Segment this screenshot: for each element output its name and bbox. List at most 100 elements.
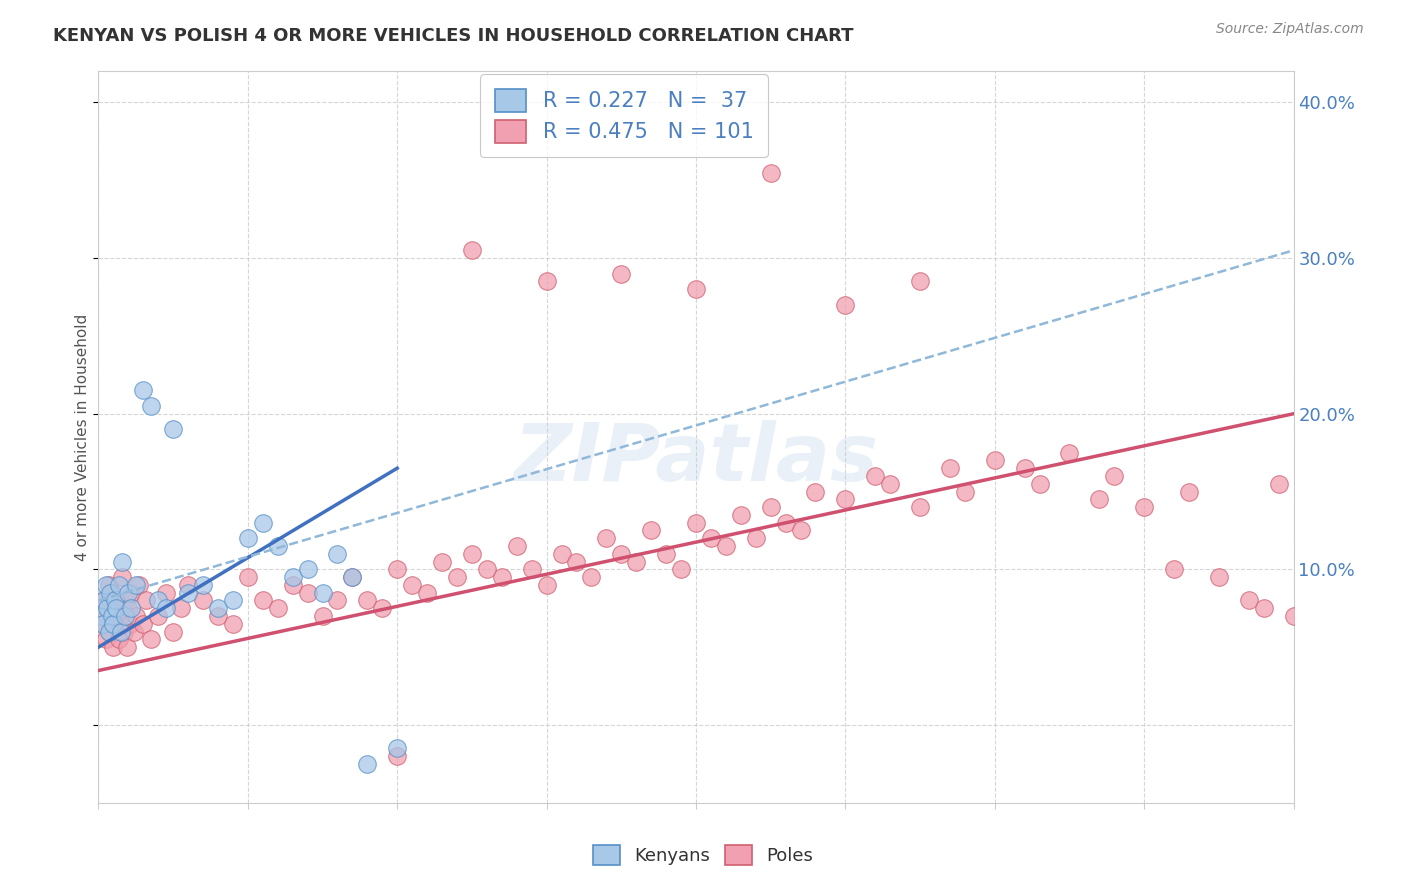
Point xyxy=(108,632,131,647)
Point xyxy=(1014,461,1036,475)
Point xyxy=(789,524,811,538)
Point xyxy=(281,578,304,592)
Point xyxy=(110,624,132,639)
Point xyxy=(108,578,131,592)
Point xyxy=(162,624,184,639)
Point xyxy=(139,399,162,413)
Point xyxy=(385,749,409,764)
Point xyxy=(132,384,155,398)
Point xyxy=(207,609,229,624)
Y-axis label: 4 or more Vehicles in Household: 4 or more Vehicles in Household xyxy=(75,313,90,561)
Point xyxy=(640,524,662,538)
Point xyxy=(115,640,138,655)
Point xyxy=(565,555,588,569)
Point xyxy=(1178,484,1201,499)
Point xyxy=(416,585,439,599)
Point xyxy=(139,632,162,647)
Point xyxy=(371,601,394,615)
Point xyxy=(430,555,453,569)
Point xyxy=(1088,492,1111,507)
Point xyxy=(745,531,768,545)
Point xyxy=(93,593,115,607)
Point xyxy=(101,609,124,624)
Point xyxy=(669,562,692,576)
Point xyxy=(804,484,827,499)
Point xyxy=(581,570,603,584)
Point xyxy=(125,609,148,624)
Point xyxy=(1133,500,1156,515)
Point xyxy=(775,516,797,530)
Point xyxy=(98,624,122,639)
Point xyxy=(104,593,127,607)
Point xyxy=(112,624,135,639)
Point xyxy=(311,585,333,599)
Point xyxy=(595,531,617,545)
Point xyxy=(1163,562,1185,576)
Point xyxy=(96,609,118,624)
Point xyxy=(700,531,723,545)
Point xyxy=(1282,609,1305,624)
Point xyxy=(125,578,148,592)
Point xyxy=(984,453,1007,467)
Point xyxy=(714,539,737,553)
Point xyxy=(311,609,333,624)
Point xyxy=(685,282,707,296)
Point xyxy=(114,609,136,624)
Legend: R = 0.227   N =  37, R = 0.475   N = 101: R = 0.227 N = 37, R = 0.475 N = 101 xyxy=(481,74,768,157)
Point xyxy=(104,601,127,615)
Point xyxy=(879,476,901,491)
Point xyxy=(834,298,856,312)
Point xyxy=(550,547,572,561)
Point xyxy=(446,570,468,584)
Point xyxy=(1237,593,1260,607)
Point xyxy=(155,585,177,599)
Point xyxy=(1104,469,1126,483)
Point xyxy=(953,484,976,499)
Point xyxy=(117,601,139,615)
Point xyxy=(107,593,129,607)
Point xyxy=(610,547,633,561)
Point xyxy=(91,616,114,631)
Point xyxy=(103,640,125,655)
Point xyxy=(655,547,678,561)
Point xyxy=(401,578,423,592)
Point xyxy=(93,593,115,607)
Point xyxy=(177,585,200,599)
Point xyxy=(96,601,118,615)
Point xyxy=(610,267,633,281)
Point xyxy=(148,609,170,624)
Point xyxy=(236,570,259,584)
Point xyxy=(98,585,122,599)
Point xyxy=(207,601,229,615)
Point xyxy=(1059,445,1081,459)
Point xyxy=(1028,476,1050,491)
Point xyxy=(111,555,134,569)
Point xyxy=(191,593,214,607)
Point xyxy=(90,609,112,624)
Point xyxy=(169,601,191,615)
Point xyxy=(267,539,290,553)
Point xyxy=(132,616,155,631)
Point xyxy=(759,500,782,515)
Point xyxy=(342,570,364,584)
Point xyxy=(520,562,543,576)
Point xyxy=(908,275,931,289)
Point xyxy=(91,616,114,631)
Point xyxy=(385,741,409,756)
Point xyxy=(939,461,962,475)
Point xyxy=(461,547,484,561)
Point xyxy=(191,578,214,592)
Legend: Kenyans, Poles: Kenyans, Poles xyxy=(583,836,823,874)
Point xyxy=(506,539,529,553)
Point xyxy=(97,578,120,592)
Point xyxy=(759,165,782,179)
Point xyxy=(177,578,200,592)
Point xyxy=(626,555,648,569)
Point xyxy=(148,593,170,607)
Point xyxy=(297,562,319,576)
Point xyxy=(730,508,752,522)
Point xyxy=(124,624,146,639)
Point xyxy=(356,593,378,607)
Point xyxy=(908,500,931,515)
Point xyxy=(94,632,117,647)
